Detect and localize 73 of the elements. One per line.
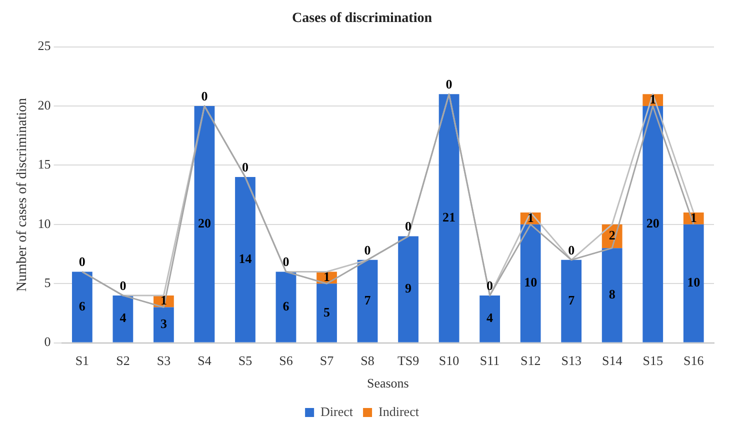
data-label: 21 — [442, 210, 456, 225]
x-axis-title: Seasons — [366, 376, 409, 391]
x-tick-label: S16 — [684, 353, 704, 368]
y-tick-label: 10 — [38, 216, 51, 231]
data-label: 0 — [120, 278, 126, 293]
data-label: 0 — [568, 242, 575, 258]
y-tick-label: 0 — [44, 334, 51, 350]
data-label: 14 — [238, 251, 252, 266]
data-label: 1 — [324, 269, 330, 284]
data-label: 0 — [78, 254, 86, 270]
data-label: 0 — [405, 218, 412, 234]
bar — [642, 106, 664, 342]
x-tick-label: S5 — [238, 353, 252, 368]
data-label: 8 — [608, 286, 616, 302]
x-tick-label: S6 — [279, 353, 294, 368]
bar — [112, 295, 134, 342]
x-tick-label: S7 — [320, 353, 334, 368]
data-label: 10 — [524, 274, 538, 290]
bar — [235, 177, 256, 342]
y-tick-label: 5 — [44, 275, 51, 290]
bar — [357, 260, 378, 342]
y-tick-label: 20 — [38, 97, 51, 112]
legend-label: Direct — [320, 404, 354, 419]
bar — [520, 224, 541, 342]
data-label: 0 — [446, 76, 452, 92]
x-tick-label: S2 — [116, 353, 130, 368]
data-label: 4 — [486, 310, 494, 326]
bar — [154, 307, 174, 342]
bar — [683, 224, 704, 342]
data-label: 20 — [646, 216, 660, 231]
x-tick-label: S13 — [561, 353, 582, 368]
data-label: 1 — [650, 91, 656, 106]
data-label: 2 — [608, 228, 616, 243]
x-tick-label: S11 — [480, 353, 500, 368]
data-label: 7 — [364, 292, 372, 308]
x-tick-label: S12 — [520, 353, 541, 368]
bar — [398, 236, 418, 342]
bar — [194, 106, 215, 342]
x-tick-label: S10 — [438, 353, 460, 368]
y-axis-title: Number of cases of discrimination — [15, 98, 30, 292]
bar — [438, 94, 460, 342]
x-tick-label: S4 — [198, 353, 212, 368]
y-tick-label: 15 — [38, 156, 51, 172]
legend-label: Indirect — [378, 404, 420, 419]
data-label: 0 — [242, 159, 248, 174]
x-tick-label: S15 — [642, 353, 663, 368]
bar — [72, 272, 92, 342]
bar — [561, 260, 582, 342]
data-label: 9 — [405, 280, 412, 296]
data-label: 1 — [690, 210, 697, 225]
x-tick-label: S8 — [360, 353, 374, 368]
x-tick-label: S1 — [75, 353, 90, 368]
bar — [480, 295, 500, 342]
x-tick-label: S14 — [602, 353, 623, 368]
chart-title: Cases of discrimination — [292, 11, 432, 26]
data-label: 10 — [687, 274, 700, 290]
data-label: 0 — [486, 278, 494, 293]
data-label: 0 — [201, 88, 208, 104]
data-label: 6 — [282, 298, 290, 314]
data-label: 7 — [568, 292, 576, 308]
bar — [602, 248, 622, 342]
data-label: 4 — [120, 310, 127, 326]
data-label: 0 — [282, 254, 290, 270]
data-label: 6 — [78, 298, 86, 314]
data-label: 0 — [364, 242, 371, 258]
x-tick-label: S3 — [156, 353, 171, 368]
data-label: 3 — [160, 316, 168, 332]
data-label: 20 — [198, 216, 211, 231]
y-tick-label: 25 — [38, 38, 51, 54]
bar — [276, 272, 296, 342]
bar — [316, 284, 337, 342]
data-label: 5 — [324, 304, 331, 320]
x-tick-label: TS9 — [397, 353, 420, 368]
